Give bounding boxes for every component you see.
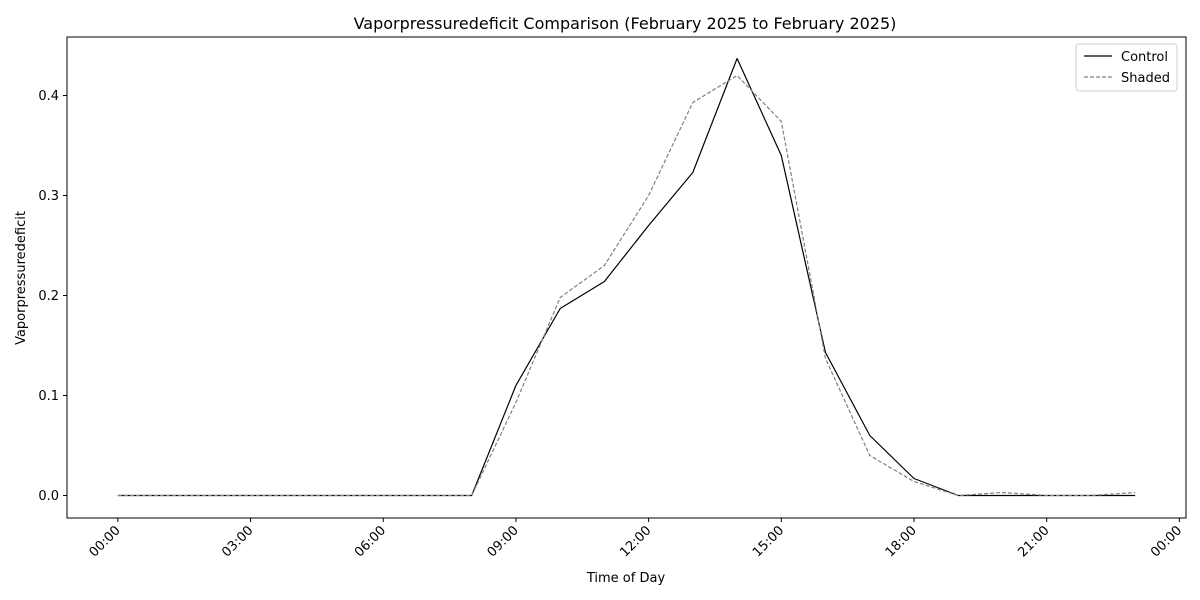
y-tick-label: 0.3 [38, 189, 59, 204]
x-tick-label: 06:00 [352, 523, 389, 560]
x-tick-label: 00:00 [87, 523, 124, 560]
x-tick-label: 21:00 [1015, 523, 1052, 560]
legend: Control Shaded [1075, 43, 1178, 92]
y-tick-label: 0.2 [38, 289, 59, 304]
chart-title: Vaporpressuredeficit Comparison (Februar… [354, 14, 897, 33]
y-tick-label: 0.1 [38, 389, 59, 404]
plot-lines [117, 57, 1136, 497]
x-tick-label: 03:00 [219, 523, 256, 560]
y-axis: 0.0 0.1 0.2 0.3 0.4 [38, 89, 67, 504]
y-tick-label: 0.4 [38, 89, 59, 104]
y-tick-label: 0.0 [38, 489, 59, 504]
x-tick-label: 18:00 [883, 523, 920, 560]
legend-label-control: Control [1121, 50, 1168, 65]
x-tick-label: 09:00 [485, 523, 522, 560]
x-axis-label: Time of Day [586, 571, 666, 586]
x-tick-label: 00:00 [1148, 523, 1185, 560]
x-tick-label: 12:00 [617, 523, 654, 560]
x-axis: 00:00 03:00 06:00 09:00 12:00 15:00 18:00 21:00… [87, 518, 1185, 560]
x-tick-label: 15:00 [750, 523, 787, 560]
series-line-control [117, 57, 1136, 497]
y-axis-label: Vaporpressuredeficit [14, 211, 29, 345]
legend-label-shaded: Shaded [1121, 71, 1170, 86]
plot-frame [66, 36, 1187, 519]
series-line-shaded [117, 74, 1136, 497]
